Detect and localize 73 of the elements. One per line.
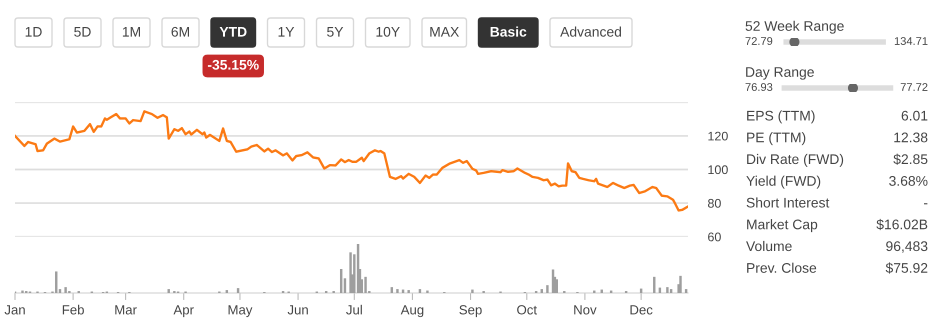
text: Day Range: [746, 67, 814, 80]
text: 134.71: [894, 37, 928, 45]
x-tick-label: Jan: [4, 305, 25, 314]
x-tick-label: Feb: [62, 304, 84, 314]
y-tick-label: 60: [708, 232, 721, 242]
text: $16.02B: [876, 218, 928, 230]
bar: [546, 285, 549, 293]
bar: [226, 290, 228, 293]
x-tick-label: Jun: [288, 305, 308, 314]
text: Prev. Close: [747, 262, 816, 273]
bar: [670, 289, 672, 293]
text: Short Interest: [746, 197, 830, 208]
bar: [658, 288, 662, 293]
text: 52 Week Range: [746, 20, 844, 34]
bar: [653, 276, 656, 293]
text: -35.15%: [208, 60, 259, 70]
bar: [471, 290, 474, 293]
text: Market Cap: [747, 219, 818, 232]
bar: [340, 268, 342, 293]
bar: [556, 279, 558, 293]
x-tick-label: May: [228, 305, 252, 318]
x-tick-label: Apr: [173, 305, 194, 318]
x-tick-label: Nov: [574, 305, 597, 314]
bar: [540, 289, 543, 293]
text: $2.85: [893, 154, 928, 165]
text: 96,483: [886, 241, 928, 253]
y-tick-label: 100: [708, 165, 728, 174]
category-label: 10Y: [376, 26, 400, 37]
category-label: MAX: [430, 27, 460, 37]
bar: [418, 289, 422, 293]
text: Volume: [746, 240, 792, 252]
bar: [364, 276, 367, 293]
bar: [684, 289, 688, 293]
bar: [390, 287, 394, 293]
category-label: 5Y: [327, 27, 344, 37]
text: 76.93: [746, 83, 772, 91]
text: 77.72: [900, 83, 928, 91]
bar: [55, 271, 58, 293]
text: EPS (TTM): [747, 110, 815, 124]
text: 3.68%: [889, 176, 928, 186]
category-label: Basic: [490, 26, 526, 37]
bar: [600, 290, 603, 293]
category-label: YTD: [220, 27, 247, 37]
category-label: 1M: [122, 27, 140, 37]
text: $75.92: [886, 262, 928, 274]
text: Yield (FWD): [746, 176, 820, 189]
category-label: 1D: [26, 27, 42, 37]
text: Div Rate (FWD): [747, 154, 844, 167]
text: -: [924, 203, 928, 204]
x-tick-label: Sep: [459, 305, 482, 318]
bar: [396, 289, 399, 293]
text: 6.01: [902, 110, 928, 121]
bar: [402, 290, 404, 293]
bar: [640, 288, 642, 293]
bar: [64, 287, 67, 293]
category-label: 1Y: [278, 27, 294, 37]
y-tick-label: 120: [708, 132, 728, 141]
bar: [236, 288, 240, 293]
bar: [168, 289, 170, 293]
x-tick-label: Aug: [400, 305, 424, 318]
y-tick-label: 80: [708, 198, 721, 208]
bar: [666, 287, 669, 293]
text: 12.38: [894, 132, 928, 142]
category-label: Advanced: [560, 26, 621, 37]
category-label: 6M: [172, 26, 190, 37]
category-label: 5D: [74, 27, 91, 37]
bar: [407, 290, 410, 293]
x-tick-label: Jul: [346, 304, 362, 314]
text: 72.79: [746, 37, 772, 45]
x-tick-label: Oct: [517, 305, 537, 314]
text: PE (TTM): [747, 132, 806, 146]
x-tick-label: Dec: [630, 305, 653, 314]
x-tick-label: Mar: [115, 305, 137, 314]
